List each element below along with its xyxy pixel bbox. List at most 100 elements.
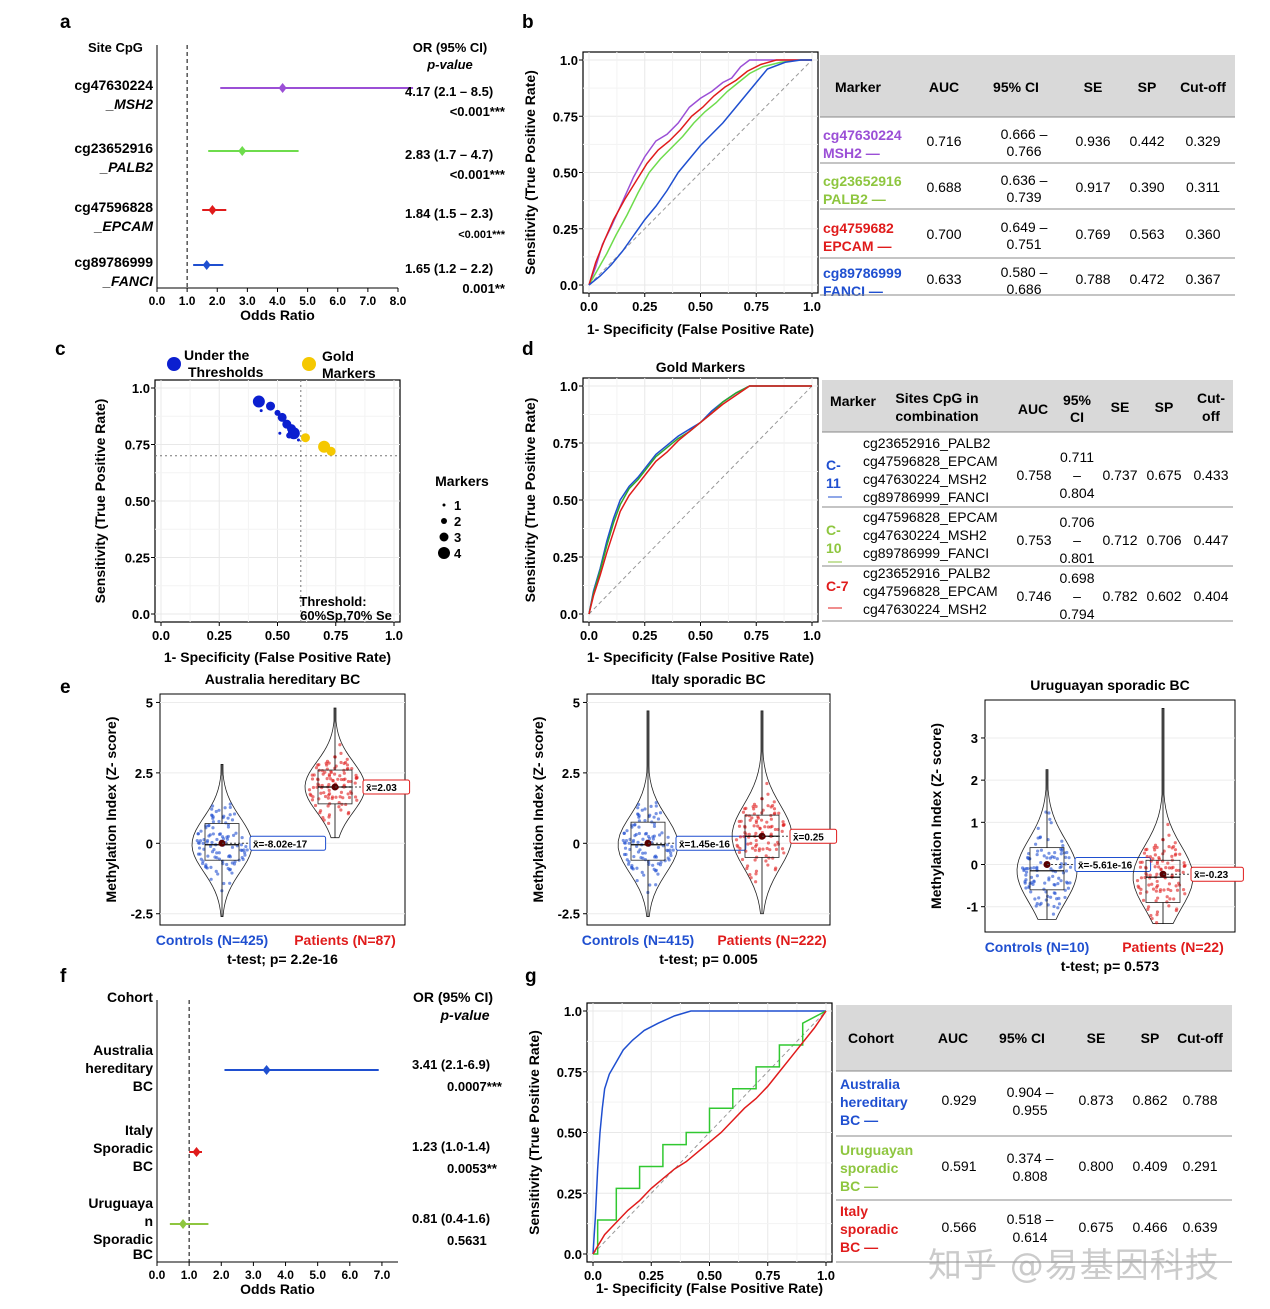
violin-data-point [230,818,235,822]
violin-data-point [1153,865,1157,869]
roc-y-tick-label: 0.25 [553,550,578,565]
table-d-ci: 0.794 [1059,606,1094,622]
violin-data-point [636,840,640,844]
table-d-marker: C- [826,522,841,538]
roc-x-tick-label: 0.75 [323,628,348,643]
forest-x-label: Odds Ratio [240,307,315,323]
legend-gold-label: Markers [322,365,376,381]
violin-data-point [627,860,631,864]
panel-a-or-marker [208,205,217,215]
violin-y-tick-label: 0 [971,858,978,873]
violin-data-point [311,785,316,790]
roc-x-axis-label: 1- Specificity (False Positive Rate) [596,1280,823,1296]
violin-data-point [648,883,652,887]
violin-y-tick-label: -2.5 [131,907,153,922]
table-d-auc: 0.746 [1016,588,1051,604]
violin-data-point [1174,868,1179,872]
violin-y-tick-label: 3 [971,731,978,746]
forest-tick-label: 4.0 [277,1268,294,1282]
violin-data-point [1035,901,1039,906]
panel-f-cohort-name: Australia [93,1042,153,1058]
violin-data-point [1023,881,1027,885]
violin-data-point [321,816,325,820]
violin-data-point [1165,895,1169,899]
violin-data-point [768,848,772,852]
violin-data-point [1170,854,1174,859]
violin-data-point [1182,861,1186,865]
panel-f-cohort-name: hereditary [85,1060,153,1076]
table-g-header-cell: SE [1087,1030,1106,1046]
violin-data-point [231,833,236,837]
violin-data-point [228,867,232,871]
violin-mean-label: x̄=-5.61e-16 [1078,861,1133,872]
roc-y-tick-label: 0.75 [553,436,578,451]
violin-data-point [339,760,343,765]
table-g-ci: 0.808 [1012,1168,1047,1184]
threshold-value: 60%Sp,70% Se [300,608,392,623]
table-d-site: cg47596828_EPCAM [863,583,998,599]
table-d-site: cg23652916_PALB2 [863,435,991,451]
violin-data-point [1027,851,1031,856]
violin-data-point [1053,883,1057,887]
violin-data-point [643,818,647,823]
violin-data-point [325,763,329,767]
panel-a-or-text: 1.84 (1.5 – 2.3) [405,206,493,221]
violin-data-point [338,774,342,778]
violin-data-point [658,811,663,815]
violin-data-point [766,792,770,796]
violin-data-point [1183,892,1187,896]
panel-f-cohort-name: Sporadic [93,1140,153,1156]
violin-data-point [310,777,315,781]
violin-data-point [630,863,634,868]
violin-data-point [1157,857,1161,861]
violin-data-point [671,848,675,852]
roc-x-axis-label: 1- Specificity (False Positive Rate) [587,649,814,665]
violin-data-point [211,826,215,830]
violin-group-label: Controls (N=425) [156,932,268,948]
violin-y-tick-label: 1 [971,815,978,830]
panel-label-g: g [525,966,537,987]
violin-data-point [1029,890,1033,894]
roc-y-tick-label: 0.75 [125,438,150,453]
violin-data-point [1063,855,1068,859]
violin-data-point [766,841,771,845]
violin-data-point [1175,907,1179,911]
violin-data-point [764,854,768,858]
table-b-ci: 0.686 [1006,281,1041,297]
scatter-point [266,401,276,411]
watermark: 知乎 @易基因科技 [928,1246,1220,1286]
table-d-marker: 10 [826,540,842,556]
roc-x-tick-label: 0.0 [580,628,598,643]
violin-data-point [339,777,343,782]
forest-tick-label: 4.0 [269,294,286,308]
violin-data-point [1162,888,1166,892]
table-d-header-cell: 95% [1063,392,1092,408]
violin-data-point [314,766,319,770]
panel-a-or-marker [238,146,247,156]
violin-data-point [232,812,237,816]
table-d-marker: C-7 [826,578,849,594]
table-g-header-bg [836,1005,1232,1071]
violin-data-point [234,831,238,835]
violin-data-point [346,792,350,796]
violin-data-point [754,831,758,835]
violin-data-point [652,822,657,826]
forest-tick-label: 1.0 [179,294,196,308]
violin-data-point [643,832,648,836]
panel-a-gene-name: _FANCI [102,273,154,289]
violin-data-point [340,802,344,806]
violin-data-point [230,871,234,875]
size-legend-dot [441,518,447,524]
roc-y-tick-label: 0.0 [560,607,578,622]
violin-data-point [1049,867,1053,871]
violin-data-point [226,834,230,839]
panel-f-cohort-name: Sporadic [93,1231,153,1247]
table-d-cutoff: 0.433 [1193,467,1228,483]
violin-data-point [1036,826,1040,831]
violin-data-point [659,860,663,864]
violin-data-point [1058,865,1062,870]
violin-data-point [1145,854,1149,859]
violin-data-point [1147,883,1151,887]
violin-data-point [746,842,750,846]
violin-data-point [1024,870,1029,874]
